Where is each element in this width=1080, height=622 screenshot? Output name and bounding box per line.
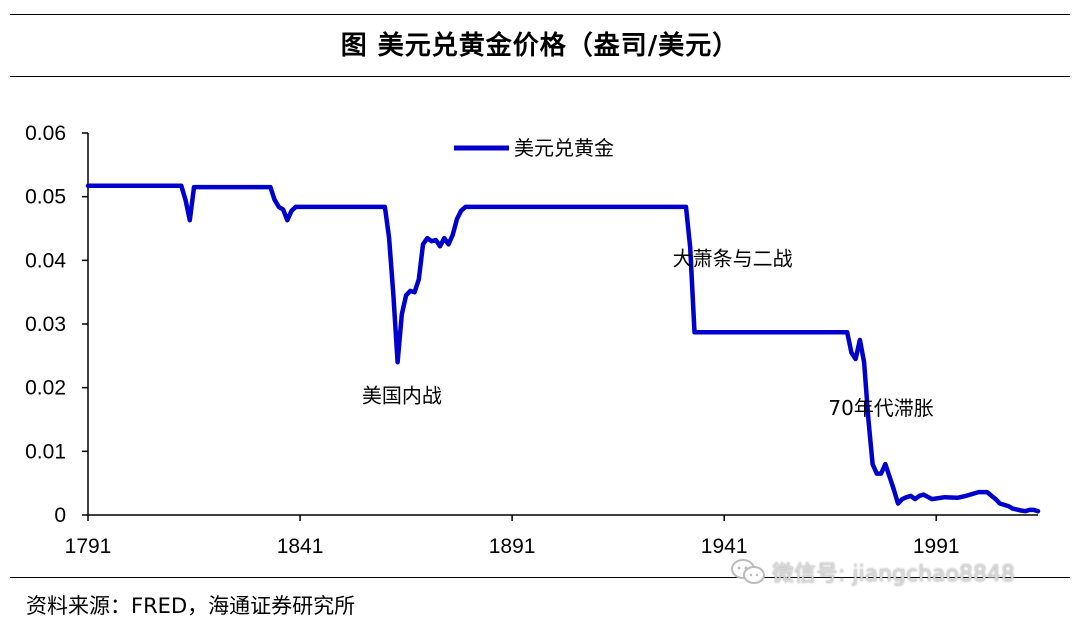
- y-tick-label: 0.03: [25, 313, 66, 336]
- y-tick-label: 0: [54, 504, 66, 527]
- bottom-rule: [10, 577, 1070, 578]
- source-note: 资料来源：FRED，海通证券研究所: [26, 594, 356, 618]
- y-tick-label: 0.02: [25, 377, 66, 400]
- wechat-icon: [731, 559, 765, 584]
- y-tick-label: 0.05: [25, 186, 66, 209]
- y-tick-label: 0.01: [25, 440, 66, 463]
- chart-annotation: 大萧条与二战: [673, 246, 793, 270]
- legend-label: 美元兑黄金: [514, 136, 614, 160]
- watermark-text: 微信号: jiangchao8848: [772, 562, 1015, 587]
- top-rule: [10, 14, 1070, 15]
- x-tick-label: 1791: [65, 535, 112, 558]
- y-tick-label: 0.06: [25, 122, 66, 145]
- series-line: [85, 183, 1041, 514]
- wechat-watermark: 微信号: jiangchao8848: [730, 556, 1015, 588]
- title-separator-rule: [10, 76, 1070, 77]
- chart-annotation: 70年代滞胀: [828, 396, 933, 420]
- chart-annotation: 美国内战: [362, 383, 442, 407]
- x-tick-label: 1991: [913, 535, 960, 558]
- x-tick-label: 1941: [701, 535, 748, 558]
- y-tick-label: 0.04: [25, 249, 66, 272]
- x-tick-label: 1891: [489, 535, 536, 558]
- chart-title: 图 美元兑黄金价格（盎司/美元）: [340, 31, 740, 61]
- x-tick-label: 1841: [277, 535, 324, 558]
